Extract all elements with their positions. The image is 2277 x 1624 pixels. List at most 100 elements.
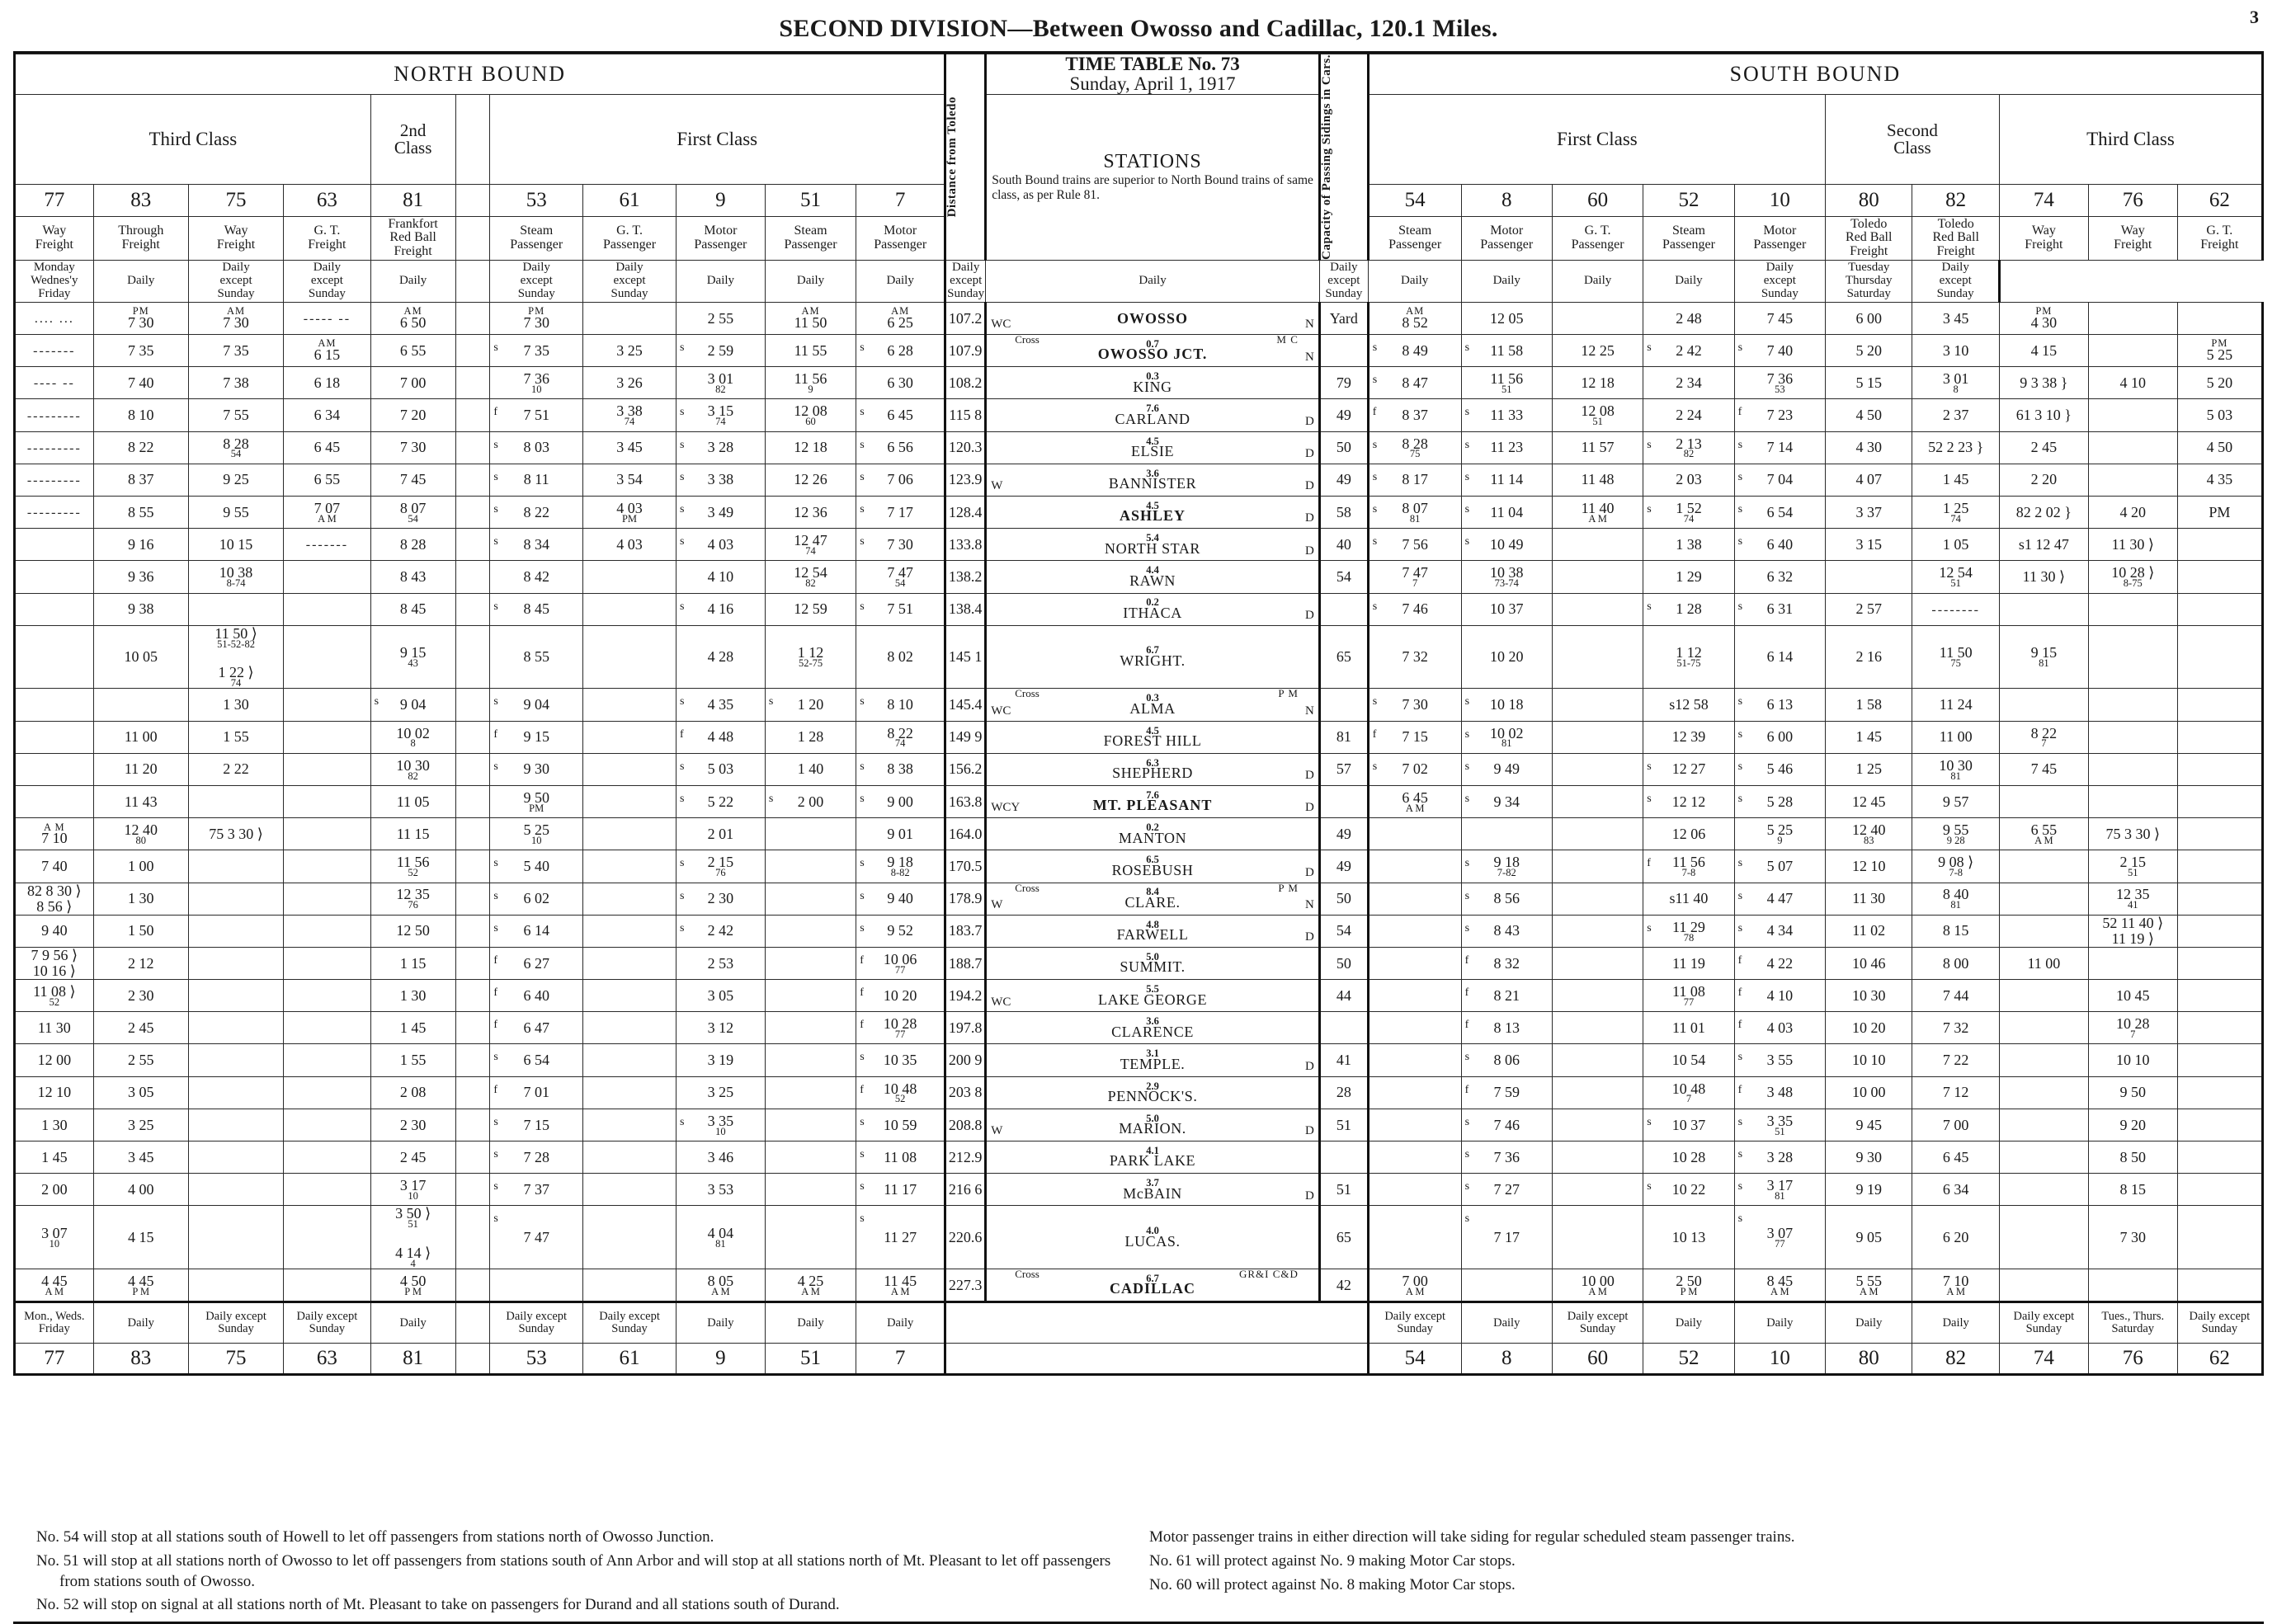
north-time-cell <box>283 817 371 851</box>
north-time-cell <box>187 1141 285 1174</box>
south-time-cell: 5 55 A M <box>1824 1269 1913 1303</box>
station-cell[interactable]: Cross GR&I C&D 6.7 CADILLAC <box>984 1269 1320 1303</box>
north-time-cell: ----- -- <box>283 301 371 336</box>
north-time-cell: 3 05 <box>92 1076 189 1109</box>
south-time-cell: 10 45 <box>2087 979 2178 1013</box>
timetable-row: 7 9 56 ⟩ 10 16 ⟩ 2 12 1 15 f 6 27 2 53 f 10 06 77… <box>13 946 2265 981</box>
south-time-cell: 1 05 <box>1912 528 2000 562</box>
timetable-row: 9 38 8 45 s 8 45 s 4 16 12 59 s 7 51 138.4 0.2 D ITH… <box>13 592 2265 626</box>
south-time-cell: 4 15 <box>1998 334 2089 368</box>
south-time-cell: 1 25 74 <box>1912 495 2000 530</box>
north-time-cell <box>582 817 676 851</box>
station-cell[interactable]: 4.1 PARK LAKE <box>984 1141 1320 1174</box>
north-time-cell <box>13 528 94 562</box>
station-cell[interactable]: 3.1 D TEMPLE. <box>984 1043 1320 1077</box>
south-time-cell: 6 00 <box>1824 301 1913 336</box>
south-time-cell <box>1998 914 2089 948</box>
north-time-cell <box>582 1141 676 1174</box>
station-cell[interactable]: 6.3 D SHEPHERD <box>984 752 1320 786</box>
south-time-cell <box>2176 784 2265 819</box>
north-time-cell: s 10 59 <box>856 1108 946 1142</box>
station-cell[interactable]: 0.2 MANTON <box>984 817 1320 851</box>
station-cell[interactable]: Cross M C 0.7 N OWOSSO JCT. <box>984 334 1320 368</box>
north-time-cell: 11 20 <box>92 752 189 786</box>
station-cell[interactable]: 5.5 WC LAKE GEORGE <box>984 979 1320 1013</box>
south-time-cell <box>2087 624 2178 690</box>
station-cell[interactable]: 2.9 PENNOCK'S. <box>984 1076 1320 1109</box>
north-time-cell <box>283 979 371 1013</box>
station-cell[interactable]: 3.6 W D BANNISTER <box>984 463 1320 497</box>
station-cell[interactable]: 4.0 LUCAS. <box>984 1205 1320 1270</box>
station-cell[interactable]: 0.2 D ITHACA <box>984 592 1320 626</box>
south-time-cell: 3 37 <box>1824 495 1913 530</box>
timetable-row: 3 07 10 4 15 3 50 ⟩ 51 4 14 ⟩ 4 s 7 47 4 04 81 s 11 … <box>13 1205 2265 1270</box>
station-cell[interactable]: 5.0 W D MARION. <box>984 1108 1320 1142</box>
south-time-cell: 6 20 <box>1912 1205 2000 1270</box>
station-cell[interactable]: 3.6 CLARENCE <box>984 1011 1320 1045</box>
north-time-cell: 1 55 <box>370 1043 456 1077</box>
station-cell[interactable]: WC N OWOSSO <box>984 301 1320 336</box>
north-time-cell <box>455 850 491 883</box>
south-time-cell <box>1998 1205 2089 1270</box>
timetable-row: 12 10 3 05 2 08 f 7 01 3 25 f 10 48 52 203 8 2.9 PE… <box>13 1076 2265 1109</box>
north-time-cell: 6 34 <box>283 398 371 432</box>
south-time-cell: s 11 23 <box>1460 431 1553 464</box>
north-footer-number: 9 <box>675 1343 766 1377</box>
station-cell[interactable]: Cross P M 8.4 W N CLARE. <box>984 882 1320 916</box>
south-time-cell: 12 54 51 <box>1912 560 2000 594</box>
south-time-cell: 8 22 7 <box>1998 720 2089 754</box>
distance-cell: 133.8 <box>944 528 987 562</box>
station-cell[interactable]: 4.5 D ASHLEY <box>984 495 1320 530</box>
station-cell[interactable]: 3.7 D McBAIN <box>984 1173 1320 1207</box>
station-cell[interactable]: 0.3 KING <box>984 366 1320 400</box>
north-time-cell: 3 46 <box>675 1141 766 1174</box>
station-cell[interactable]: 4.4 RAWN <box>984 560 1320 594</box>
south-time-cell <box>2087 946 2178 981</box>
north-time-cell: 4 15 <box>92 1205 189 1270</box>
station-cell[interactable]: 4.8 D FARWELL <box>984 914 1320 948</box>
station-cell[interactable]: Cross P M 0.3 WC N ALMA <box>984 688 1320 722</box>
north-time-cell <box>455 720 491 754</box>
north-train-number: 81 <box>370 183 456 217</box>
north-train-days: Daily except Sunday <box>489 259 584 303</box>
station-cell[interactable]: 7.6 WCY D MT. PLEASANT <box>984 784 1320 819</box>
south-time-cell <box>1551 1076 1644 1109</box>
north-time-cell: 8 28 54 <box>187 431 285 464</box>
station-cell[interactable]: 5.0 SUMMIT. <box>984 946 1320 981</box>
north-time-cell: 3 05 <box>675 979 766 1013</box>
south-time-cell: 11 24 <box>1912 688 2000 722</box>
south-time-cell: 10 28 ⟩ 8-75 <box>2087 560 2178 594</box>
station-cell[interactable]: 5.4 D NORTH STAR <box>984 528 1320 562</box>
timetable-row: --------- 8 10 7 55 6 34 7 20 f 7 51 3 38 74 s 3 1… <box>13 398 2265 432</box>
distance-cell: 227.3 <box>944 1269 987 1303</box>
south-footer-days: Tues., Thurs. Saturday <box>2087 1301 2178 1344</box>
station-cell[interactable]: 6.7 WRIGHT. <box>984 624 1320 690</box>
north-time-cell: 1 12 52-75 <box>764 624 857 690</box>
notes-right: Motor passenger trains in either directi… <box>1149 1528 2264 1619</box>
north-time-cell <box>283 914 371 948</box>
south-time-cell: 11 30 ⟩ <box>2087 528 2178 562</box>
station-cell[interactable]: 7.6 D CARLAND <box>984 398 1320 432</box>
station-cell[interactable]: 4.5 D ELSIE <box>984 431 1320 464</box>
north-train-number: 83 <box>92 183 189 217</box>
timetable-row: 9 40 1 50 12 50 s 6 14 s 2 42 s 9 52 183.7 4.8 D FAR… <box>13 914 2265 948</box>
north-time-cell: 1 30 <box>370 979 456 1013</box>
south-time-cell: s 10 22 <box>1643 1173 1735 1207</box>
north-train-number: 77 <box>13 183 94 217</box>
station-cell[interactable]: 6.5 D ROSEBUSH <box>984 850 1320 883</box>
station-cell[interactable]: 4.5 FOREST HILL <box>984 720 1320 754</box>
north-time-cell: 4 03 <box>582 528 676 562</box>
north-time-cell: 12 18 <box>764 431 857 464</box>
distance-cell: 120.3 <box>944 431 987 464</box>
south-time-cell <box>2087 463 2178 497</box>
